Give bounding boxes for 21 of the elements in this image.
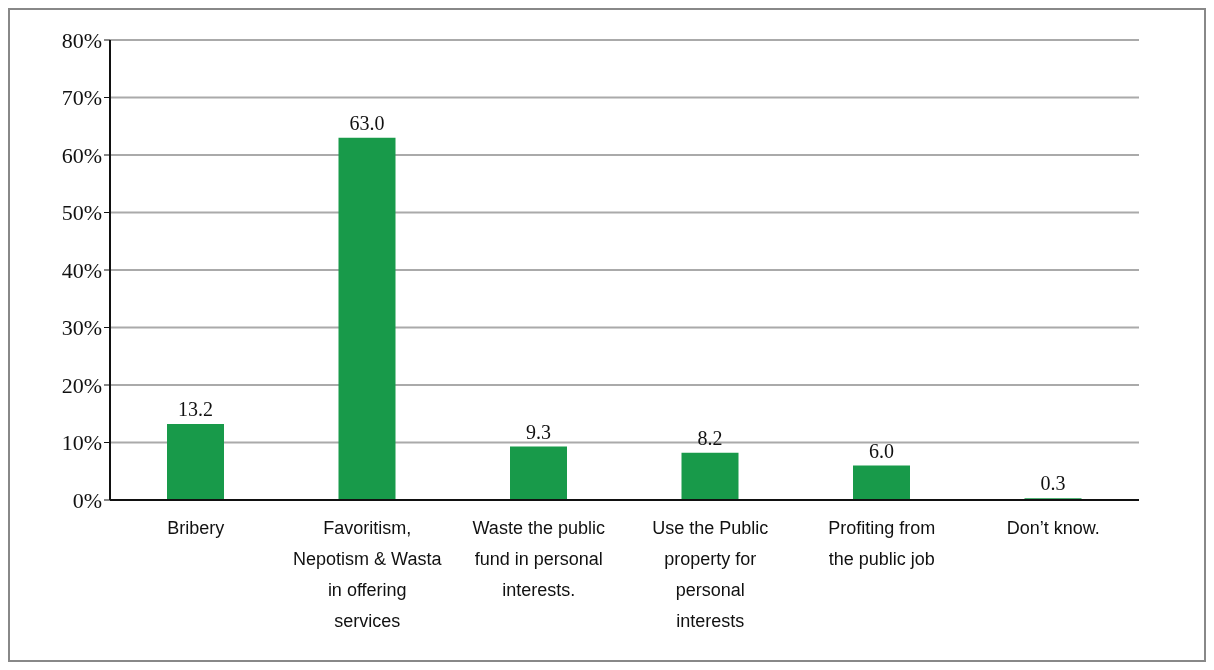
data-label: 0.3 [1040, 472, 1066, 495]
y-tick-label: 40% [61, 257, 102, 283]
y-tick-label: 20% [61, 372, 102, 398]
data-label: 8.2 [697, 426, 723, 449]
y-tick-label: 80% [61, 27, 102, 53]
x-tick-label: Waste the public fund in personal interests. [472, 518, 605, 600]
x-tick-label: Use the Public property for personal interests [652, 518, 769, 631]
x-tick-label: Profiting from the public job [828, 518, 936, 569]
y-tick-label: 60% [61, 142, 102, 168]
y-tick-label: 0% [72, 487, 102, 513]
y-tick-label: 30% [61, 315, 102, 341]
data-label: 13.2 [178, 398, 213, 421]
y-tick-label: 50% [61, 200, 102, 226]
x-tick-label: Don’t know. [1006, 518, 1100, 538]
y-tick-label: 70% [61, 85, 102, 111]
y-tick-label: 10% [61, 430, 102, 456]
x-tick-label: Favoritism, Nepotism & Wasta in offering services [293, 518, 443, 631]
x-tick-label: Bribery [167, 518, 225, 538]
data-label: 63.0 [349, 111, 385, 134]
data-label: 6.0 [869, 439, 894, 462]
data-label: 9.3 [526, 420, 551, 443]
